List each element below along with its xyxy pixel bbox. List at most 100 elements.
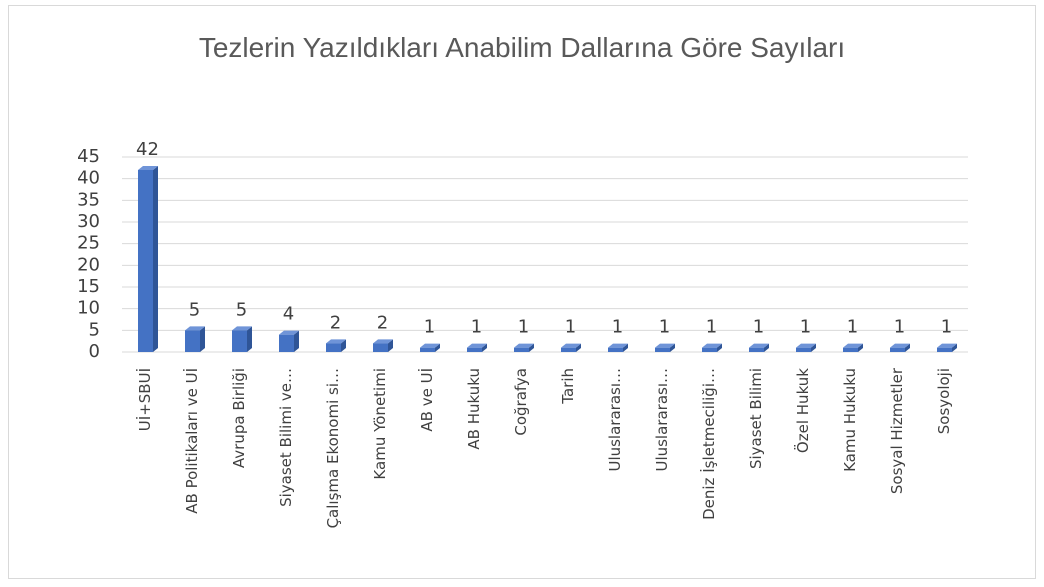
- x-tick-label: Siyaset Bilimi: [747, 368, 765, 469]
- bar-side: [247, 326, 252, 352]
- bar-top: [890, 343, 910, 348]
- bar-top: [232, 326, 252, 331]
- y-tick-label: 30: [77, 211, 100, 232]
- bar-side: [811, 343, 816, 352]
- bar: [420, 347, 435, 352]
- x-tick-label: Çalışma Ekonomi si…: [324, 368, 342, 528]
- bar: [326, 343, 341, 352]
- x-tick-label: Siyaset Bilimi ve…: [277, 368, 295, 507]
- data-label: 5: [189, 299, 200, 320]
- bar-side: [388, 339, 393, 352]
- bar-side: [623, 343, 628, 352]
- x-tick-label: Sosyoloji: [935, 368, 953, 434]
- data-label: 2: [330, 312, 341, 333]
- bar-top: [420, 343, 440, 348]
- bar-top: [467, 343, 487, 348]
- bar: [185, 330, 200, 352]
- data-label: 1: [612, 317, 623, 338]
- data-label: 1: [518, 317, 529, 338]
- y-tick-label: 25: [77, 233, 100, 254]
- bar-side: [153, 166, 158, 352]
- bar-top: [796, 343, 816, 348]
- bar-top: [561, 343, 581, 348]
- data-label: 1: [941, 317, 952, 338]
- bar-side: [952, 343, 957, 352]
- bar: [796, 347, 811, 352]
- bar: [373, 343, 388, 352]
- bar-top: [514, 343, 534, 348]
- data-label: 1: [565, 317, 576, 338]
- y-tick-label: 0: [89, 341, 100, 362]
- bar-side: [905, 343, 910, 352]
- chart-border: [8, 5, 1036, 579]
- bar-side: [858, 343, 863, 352]
- bar: [467, 347, 482, 352]
- bar-top: [373, 339, 393, 344]
- data-label: 42: [136, 139, 159, 160]
- bar-top: [937, 343, 957, 348]
- x-tick-label: Kamu Yönetimi: [371, 368, 389, 480]
- y-tick-label: 45: [77, 146, 100, 167]
- x-tick-label: Tarih: [559, 368, 577, 405]
- bar: [702, 347, 717, 352]
- bar: [232, 330, 247, 352]
- x-tick-label: Deniz İşletmeciliği…: [699, 368, 718, 520]
- x-tick-label: Kamu Hukuku: [841, 368, 859, 472]
- x-tick-label: AB ve Uİ: [417, 368, 436, 432]
- y-tick-label: 20: [77, 254, 100, 275]
- bar: [937, 347, 952, 352]
- bar-side: [529, 343, 534, 352]
- data-label: 2: [377, 312, 388, 333]
- data-label: 1: [471, 317, 482, 338]
- bar-side: [482, 343, 487, 352]
- data-label: 1: [706, 317, 717, 338]
- bar: [890, 347, 905, 352]
- x-tick-label: Avrupa Birliği: [230, 368, 248, 468]
- x-tick-label: Coğrafya: [512, 368, 530, 436]
- bar: [279, 334, 294, 352]
- bar-side: [576, 343, 581, 352]
- data-label: 5: [236, 299, 247, 320]
- bar-side: [670, 343, 675, 352]
- bar-top: [608, 343, 628, 348]
- bar: [655, 347, 670, 352]
- x-tick-label: Özel Hukuk: [793, 368, 812, 453]
- y-tick-label: 5: [89, 319, 100, 340]
- bar-side: [717, 343, 722, 352]
- data-label: 1: [753, 317, 764, 338]
- data-label: 1: [659, 317, 670, 338]
- data-label: 1: [800, 317, 811, 338]
- x-tick-label: Sosyal Hizmetler: [888, 367, 906, 494]
- data-label: 4: [283, 304, 294, 325]
- bar-top: [843, 343, 863, 348]
- y-tick-label: 10: [77, 298, 100, 319]
- bar: [138, 170, 153, 352]
- bar-top: [702, 343, 722, 348]
- bar-top: [138, 166, 158, 170]
- bar-top: [326, 339, 346, 344]
- data-label: 1: [424, 317, 435, 338]
- bar: [843, 347, 858, 352]
- bar-side: [200, 326, 205, 352]
- bar-side: [435, 343, 440, 352]
- data-label: 1: [894, 317, 905, 338]
- y-tick-label: 15: [77, 276, 100, 297]
- y-tick-label: 40: [77, 168, 100, 189]
- bar-side: [341, 339, 346, 352]
- x-tick-label: AB Hukuku: [465, 368, 483, 450]
- bar-top: [279, 330, 299, 335]
- x-tick-label: Uluslararası…: [653, 368, 671, 472]
- bar-side: [294, 330, 299, 352]
- x-tick-label: Uluslararası…: [606, 368, 624, 472]
- data-label: 1: [847, 317, 858, 338]
- bar: [749, 347, 764, 352]
- bar-top: [185, 326, 205, 331]
- bar: [608, 347, 623, 352]
- bar-side: [764, 343, 769, 352]
- bar: [514, 347, 529, 352]
- x-tick-label: Uİ+SBUİ: [135, 368, 154, 431]
- y-tick-label: 35: [77, 189, 100, 210]
- bar-top: [749, 343, 769, 348]
- bar: [561, 347, 576, 352]
